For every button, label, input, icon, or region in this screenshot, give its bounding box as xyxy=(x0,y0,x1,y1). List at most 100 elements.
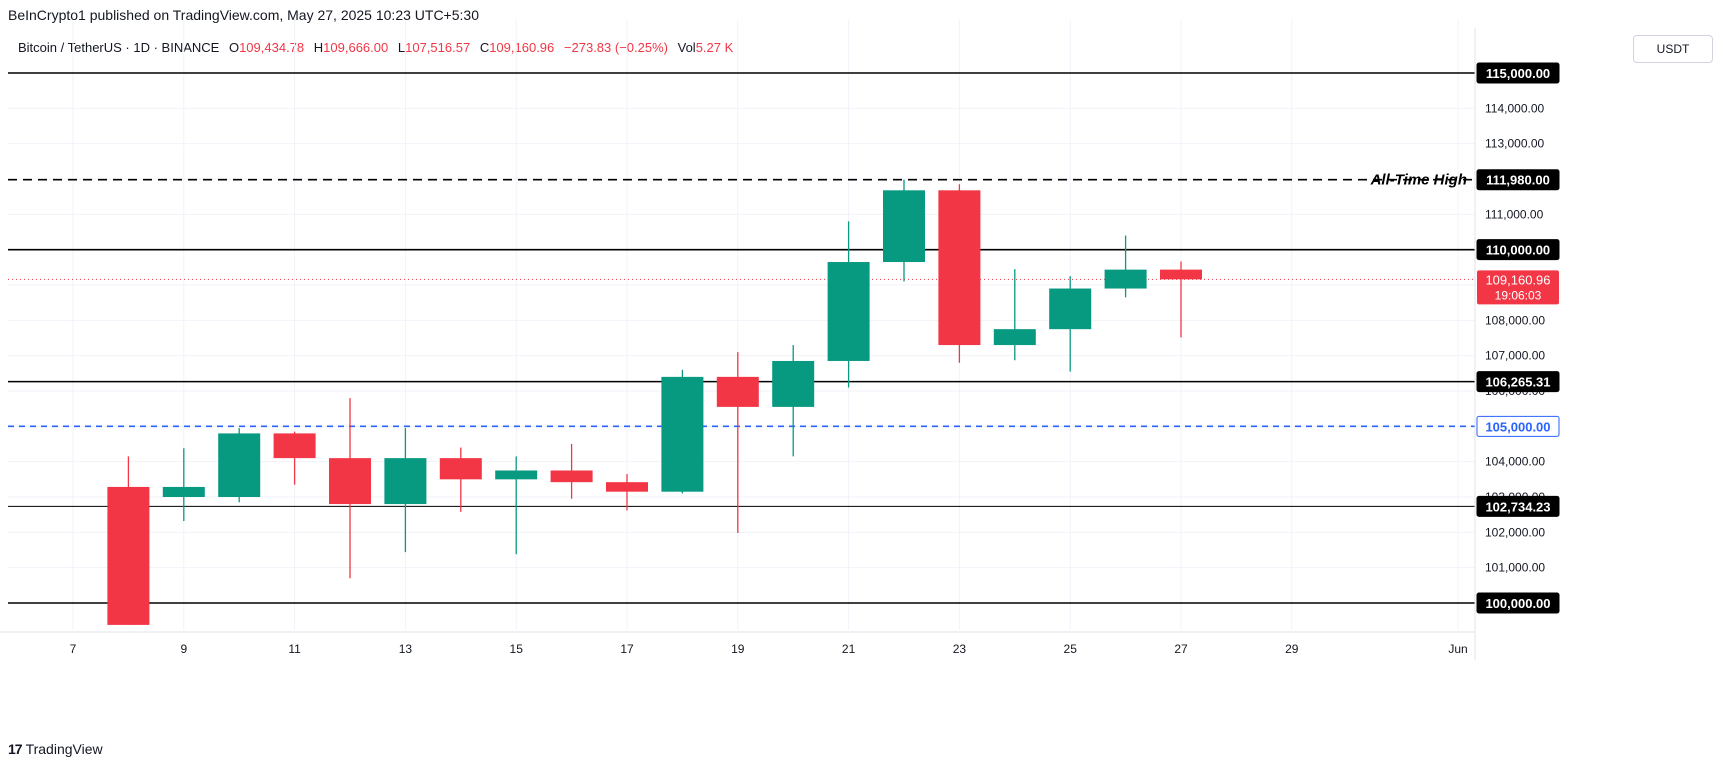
x-tick-label: 27 xyxy=(1174,642,1188,656)
candles xyxy=(107,179,1202,625)
high-value: 109,666.00 xyxy=(323,40,389,55)
candle-body xyxy=(1160,269,1202,280)
candle xyxy=(993,269,1036,361)
time-axis[interactable]: 7 9 11 13 15 17 19 21 23 25 27 29 Jun xyxy=(0,631,1475,656)
price-tag-box xyxy=(1476,415,1560,437)
x-tick-label: 23 xyxy=(953,642,967,656)
price-tag-box xyxy=(1476,62,1560,84)
candle xyxy=(162,448,205,522)
candle-body xyxy=(218,433,261,497)
price-tag: 110,000.00 xyxy=(1476,239,1560,261)
candle-body xyxy=(384,458,427,505)
candle-body xyxy=(329,458,371,505)
candle-body xyxy=(162,486,205,497)
price-tag: 100,000.00 xyxy=(1476,592,1560,614)
publisher-line: BeInCrypto1 published on TradingView.com… xyxy=(8,7,479,23)
price-tag-label: 105,000.00 xyxy=(1485,419,1550,434)
price-tag-label: 102,734.23 xyxy=(1485,499,1550,514)
tradingview-logo-icon: 17 xyxy=(8,741,23,757)
x-tick-label: 13 xyxy=(399,642,413,656)
candle xyxy=(716,352,759,534)
x-tick-label: 25 xyxy=(1064,642,1078,656)
candle-body xyxy=(107,486,150,625)
price-tag: 115,000.00 xyxy=(1476,62,1560,84)
x-tick-label: 19 xyxy=(731,642,745,656)
currency-selector[interactable]: USDT xyxy=(1633,35,1713,63)
last-price-box xyxy=(1477,270,1559,305)
candle xyxy=(661,369,704,494)
volume-label: Vol xyxy=(677,40,696,55)
candle xyxy=(1049,276,1092,372)
symbol-label[interactable]: Bitcoin / TetherUS · 1D · BINANCE xyxy=(18,40,220,55)
price-axis[interactable]: 114,000.00 113,000.00 111,000.00 108,000.00… xyxy=(1474,28,1545,660)
x-tick-label: 9 xyxy=(180,642,187,656)
candle-body xyxy=(716,376,759,407)
price-tag: 111,980.00 xyxy=(1476,169,1560,191)
x-tick-label: 11 xyxy=(288,642,301,656)
y-tick-label: 104,000.00 xyxy=(1485,455,1545,469)
candle-body xyxy=(495,470,538,480)
close-value: 109,160.96 xyxy=(489,40,555,55)
y-tick-label: 101,000.00 xyxy=(1485,561,1545,575)
candle-body xyxy=(883,190,925,263)
horizontal-lines: All-Time High xyxy=(8,72,1475,604)
open-value: 109,434.78 xyxy=(239,40,305,55)
candle xyxy=(384,428,427,553)
y-tick-label: 111,000.00 xyxy=(1485,207,1544,221)
price-tag-box xyxy=(1476,495,1560,517)
candle-body xyxy=(993,329,1036,346)
x-tick-label: 15 xyxy=(510,642,524,656)
close-label: C xyxy=(479,40,490,55)
candle-body xyxy=(439,458,482,480)
open-label: O xyxy=(228,40,240,55)
low-label: L xyxy=(397,40,406,55)
candle xyxy=(550,444,593,499)
candle xyxy=(883,179,925,282)
change-value: −273.83 (−0.25%) xyxy=(563,40,668,55)
price-tag-label: 110,000.00 xyxy=(1486,243,1550,258)
x-tick-label: Jun xyxy=(1448,642,1467,656)
candle-body xyxy=(550,470,593,483)
brand-name: TradingView xyxy=(25,741,103,757)
candle xyxy=(439,447,482,512)
candle xyxy=(827,221,870,388)
low-value: 107,516.57 xyxy=(405,40,471,55)
volume-value: 5.27 K xyxy=(695,40,734,55)
ath-annotation: All-Time High xyxy=(1370,172,1467,189)
price-tag-label: 100,000.00 xyxy=(1485,596,1550,611)
candle-body xyxy=(273,433,316,459)
x-tick-label: 17 xyxy=(620,642,634,656)
y-tick-label: 107,000.00 xyxy=(1485,349,1545,363)
price-tag-box xyxy=(1476,592,1560,614)
candle xyxy=(938,184,981,363)
countdown-timer: 19:06:03 xyxy=(1495,288,1542,302)
footer-brand: 17 TradingView xyxy=(8,741,103,757)
candle xyxy=(1104,235,1147,298)
candle xyxy=(218,428,261,503)
y-tick-label: 108,000.00 xyxy=(1485,313,1545,327)
candle-body xyxy=(938,190,981,346)
price-tag-label: 115,000.00 xyxy=(1486,66,1550,81)
y-tick-label: 102,000.00 xyxy=(1485,525,1545,539)
price-tags: 115,000.00 111,980.00 110,000.00 106,265.31… xyxy=(1476,62,1560,614)
last-price-value: 109,160.96 xyxy=(1485,272,1550,287)
x-tick-label: 7 xyxy=(70,642,77,656)
candle-body xyxy=(1104,269,1147,289)
y-tick-label: 113,000.00 xyxy=(1485,137,1544,151)
price-tag: 106,265.31 xyxy=(1476,371,1560,393)
candle-body xyxy=(772,360,815,407)
high-label: H xyxy=(313,40,324,55)
candle-body xyxy=(661,376,704,492)
price-tag-label: 106,265.31 xyxy=(1485,375,1550,390)
price-tag-box xyxy=(1476,239,1560,261)
candle xyxy=(772,345,815,457)
candle xyxy=(1160,261,1202,338)
candle xyxy=(273,431,316,485)
price-tag-label: 111,980.00 xyxy=(1486,173,1550,188)
x-tick-label: 21 xyxy=(842,642,856,656)
candle-body xyxy=(606,482,648,492)
candle xyxy=(329,398,371,579)
x-tick-label: 29 xyxy=(1285,642,1299,656)
